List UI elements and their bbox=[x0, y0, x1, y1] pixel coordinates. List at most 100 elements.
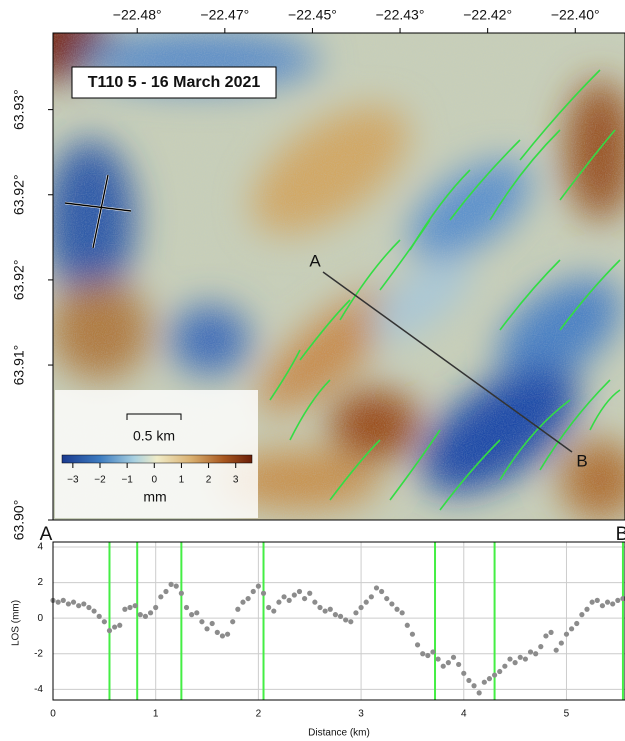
data-point bbox=[548, 630, 553, 635]
y-tick-label: -4 bbox=[34, 684, 43, 695]
data-point bbox=[163, 589, 168, 594]
data-point bbox=[91, 608, 96, 613]
data-point bbox=[497, 669, 502, 674]
data-point bbox=[184, 605, 189, 610]
data-point bbox=[122, 607, 127, 612]
y-tick-label: 4 bbox=[37, 542, 43, 553]
data-point bbox=[590, 600, 595, 605]
data-point bbox=[204, 626, 209, 631]
colorbar-tick-label: 2 bbox=[206, 475, 212, 486]
x-tick-label: −22.40° bbox=[551, 7, 600, 23]
data-point bbox=[97, 614, 102, 619]
colorbar-tick-label: 3 bbox=[233, 475, 239, 486]
data-point bbox=[107, 628, 112, 633]
data-point bbox=[466, 678, 471, 683]
data-point bbox=[199, 619, 204, 624]
colorbar-tick-label: 0 bbox=[152, 475, 158, 486]
data-point bbox=[435, 656, 440, 661]
data-point bbox=[323, 608, 328, 613]
data-point bbox=[420, 651, 425, 656]
x-tick-label: −22.42° bbox=[463, 7, 512, 23]
data-point bbox=[215, 630, 220, 635]
data-point bbox=[292, 592, 297, 597]
colorbar-tick-label: −2 bbox=[94, 475, 106, 486]
y-tick-label: 63.92° bbox=[11, 174, 27, 215]
data-point bbox=[538, 644, 543, 649]
data-point bbox=[574, 621, 579, 626]
data-point bbox=[482, 680, 487, 685]
data-point bbox=[513, 660, 518, 665]
data-point bbox=[333, 612, 338, 617]
x-tick-label: 4 bbox=[461, 709, 467, 720]
data-point bbox=[328, 607, 333, 612]
data-point bbox=[379, 589, 384, 594]
data-point bbox=[66, 601, 71, 606]
data-point bbox=[174, 584, 179, 589]
data-point bbox=[148, 610, 153, 615]
data-point bbox=[312, 600, 317, 605]
data-point bbox=[56, 600, 61, 605]
y-tick-label: -2 bbox=[34, 648, 43, 659]
data-point bbox=[595, 598, 600, 603]
data-point bbox=[266, 605, 271, 610]
data-point bbox=[461, 671, 466, 676]
data-point bbox=[405, 623, 410, 628]
y-tick-label: 2 bbox=[37, 577, 43, 588]
data-point bbox=[492, 672, 497, 677]
data-point bbox=[610, 601, 615, 606]
x-tick-label: −22.48° bbox=[113, 7, 162, 23]
data-point bbox=[446, 660, 451, 665]
data-point bbox=[394, 607, 399, 612]
scale-bar-label: 0.5 km bbox=[133, 428, 175, 444]
colorbar-tick-label: −1 bbox=[121, 475, 133, 486]
data-point bbox=[528, 649, 533, 654]
profile-end-label: B bbox=[576, 451, 587, 470]
data-point bbox=[246, 596, 251, 601]
data-point bbox=[584, 607, 589, 612]
data-point bbox=[287, 598, 292, 603]
x-tick-label: −22.47° bbox=[200, 7, 249, 23]
data-point bbox=[230, 619, 235, 624]
data-point bbox=[518, 655, 523, 660]
data-point bbox=[348, 619, 353, 624]
colorbar-label: mm bbox=[143, 489, 166, 505]
data-point bbox=[477, 690, 482, 695]
data-point bbox=[210, 621, 215, 626]
data-point bbox=[76, 603, 81, 608]
data-point bbox=[102, 619, 107, 624]
data-point bbox=[543, 633, 548, 638]
data-point bbox=[507, 656, 512, 661]
x-tick-label: 0 bbox=[50, 709, 56, 720]
data-point bbox=[533, 651, 538, 656]
data-point bbox=[358, 605, 363, 610]
data-point bbox=[502, 664, 507, 669]
x-tick-label: −22.45° bbox=[288, 7, 337, 23]
data-point bbox=[86, 605, 91, 610]
y-tick-label: 63.90° bbox=[11, 500, 27, 541]
x-axis-title: Distance (km) bbox=[308, 728, 370, 739]
data-point bbox=[353, 610, 358, 615]
data-point bbox=[389, 601, 394, 606]
data-point bbox=[153, 605, 158, 610]
figure: T110 5 - 16 March 2021 0.5 km mm A B A B… bbox=[0, 0, 625, 741]
plot-area bbox=[53, 542, 625, 700]
data-point bbox=[338, 614, 343, 619]
data-point bbox=[615, 598, 620, 603]
data-point bbox=[220, 633, 225, 638]
data-point bbox=[487, 676, 492, 681]
data-point bbox=[179, 591, 184, 596]
data-point bbox=[281, 594, 286, 599]
colorbar bbox=[62, 455, 252, 463]
data-point bbox=[605, 600, 610, 605]
data-point bbox=[364, 600, 369, 605]
data-point bbox=[240, 600, 245, 605]
data-point bbox=[251, 589, 256, 594]
data-point bbox=[569, 626, 574, 631]
data-point bbox=[579, 612, 584, 617]
data-point bbox=[194, 610, 199, 615]
x-tick-label: 1 bbox=[153, 709, 159, 720]
data-point bbox=[276, 600, 281, 605]
data-point bbox=[343, 617, 348, 622]
y-tick-label: 63.93° bbox=[11, 89, 27, 130]
data-point bbox=[225, 632, 230, 637]
